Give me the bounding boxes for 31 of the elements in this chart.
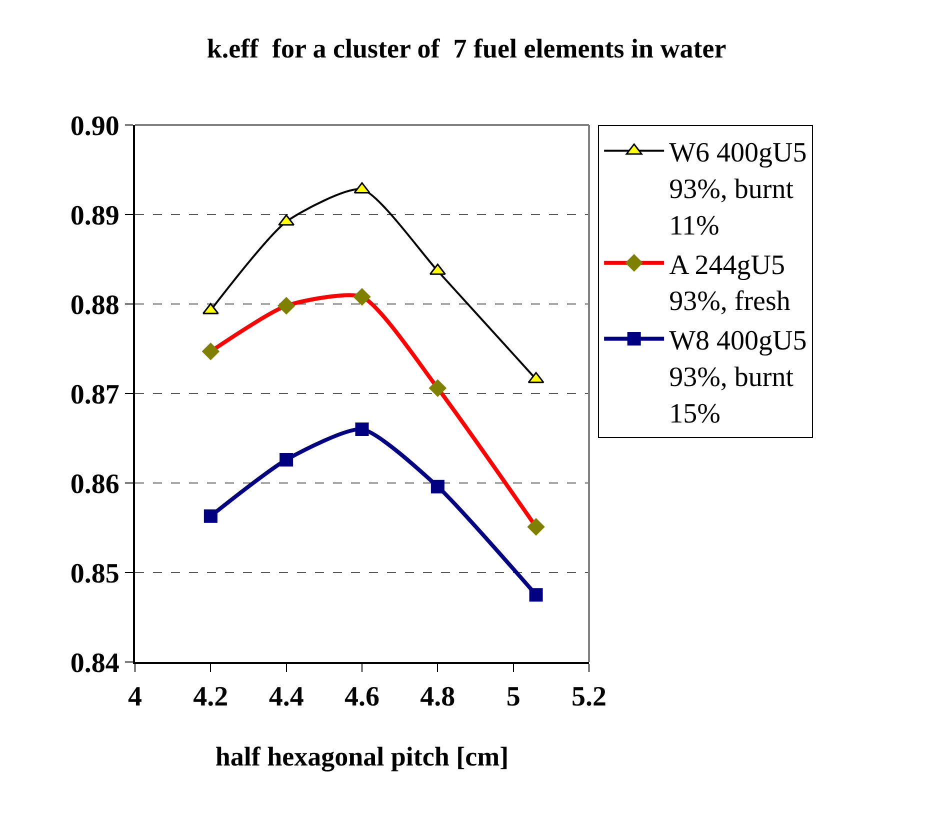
point <box>527 518 545 536</box>
x-tick-label: 5.2 <box>572 682 606 713</box>
point <box>353 288 371 306</box>
x-tick-label: 4.2 <box>193 682 228 713</box>
point <box>528 372 544 384</box>
x-tick-label: 4.6 <box>344 682 380 713</box>
y-tick-label: 0.90 <box>70 110 120 142</box>
y-tick-label: 0.86 <box>70 468 120 500</box>
x-tick-label: 4.8 <box>420 682 456 713</box>
y-tick-label: 0.87 <box>70 379 120 410</box>
point <box>278 214 295 226</box>
legend-label: W6 400gU5 93%, burnt 11% <box>669 138 807 242</box>
y-tick-label: 0.89 <box>70 200 120 232</box>
point <box>204 509 218 523</box>
legend-label: A 244gU5 93%, fresh <box>669 250 790 318</box>
x-tick-label: 4 <box>128 682 142 713</box>
x-axis-title: half hexagonal pitch [cm] <box>215 742 509 772</box>
legend-label: W8 400gU5 93%, burnt 15% <box>669 326 807 430</box>
point <box>529 588 543 602</box>
point <box>429 380 446 397</box>
point <box>280 452 294 466</box>
x-tick-label: 4.4 <box>268 682 304 713</box>
point <box>430 480 444 494</box>
point <box>278 297 295 314</box>
y-tick-label: 0.88 <box>70 290 120 321</box>
y-tick-label: 0.84 <box>70 648 120 679</box>
y-tick-label: 0.85 <box>70 558 120 590</box>
point <box>355 422 369 436</box>
x-tick-label: 5 <box>506 682 520 713</box>
chart-title: k.eff for a cluster of 7 fuel elements in water <box>206 33 726 64</box>
point <box>202 342 220 360</box>
